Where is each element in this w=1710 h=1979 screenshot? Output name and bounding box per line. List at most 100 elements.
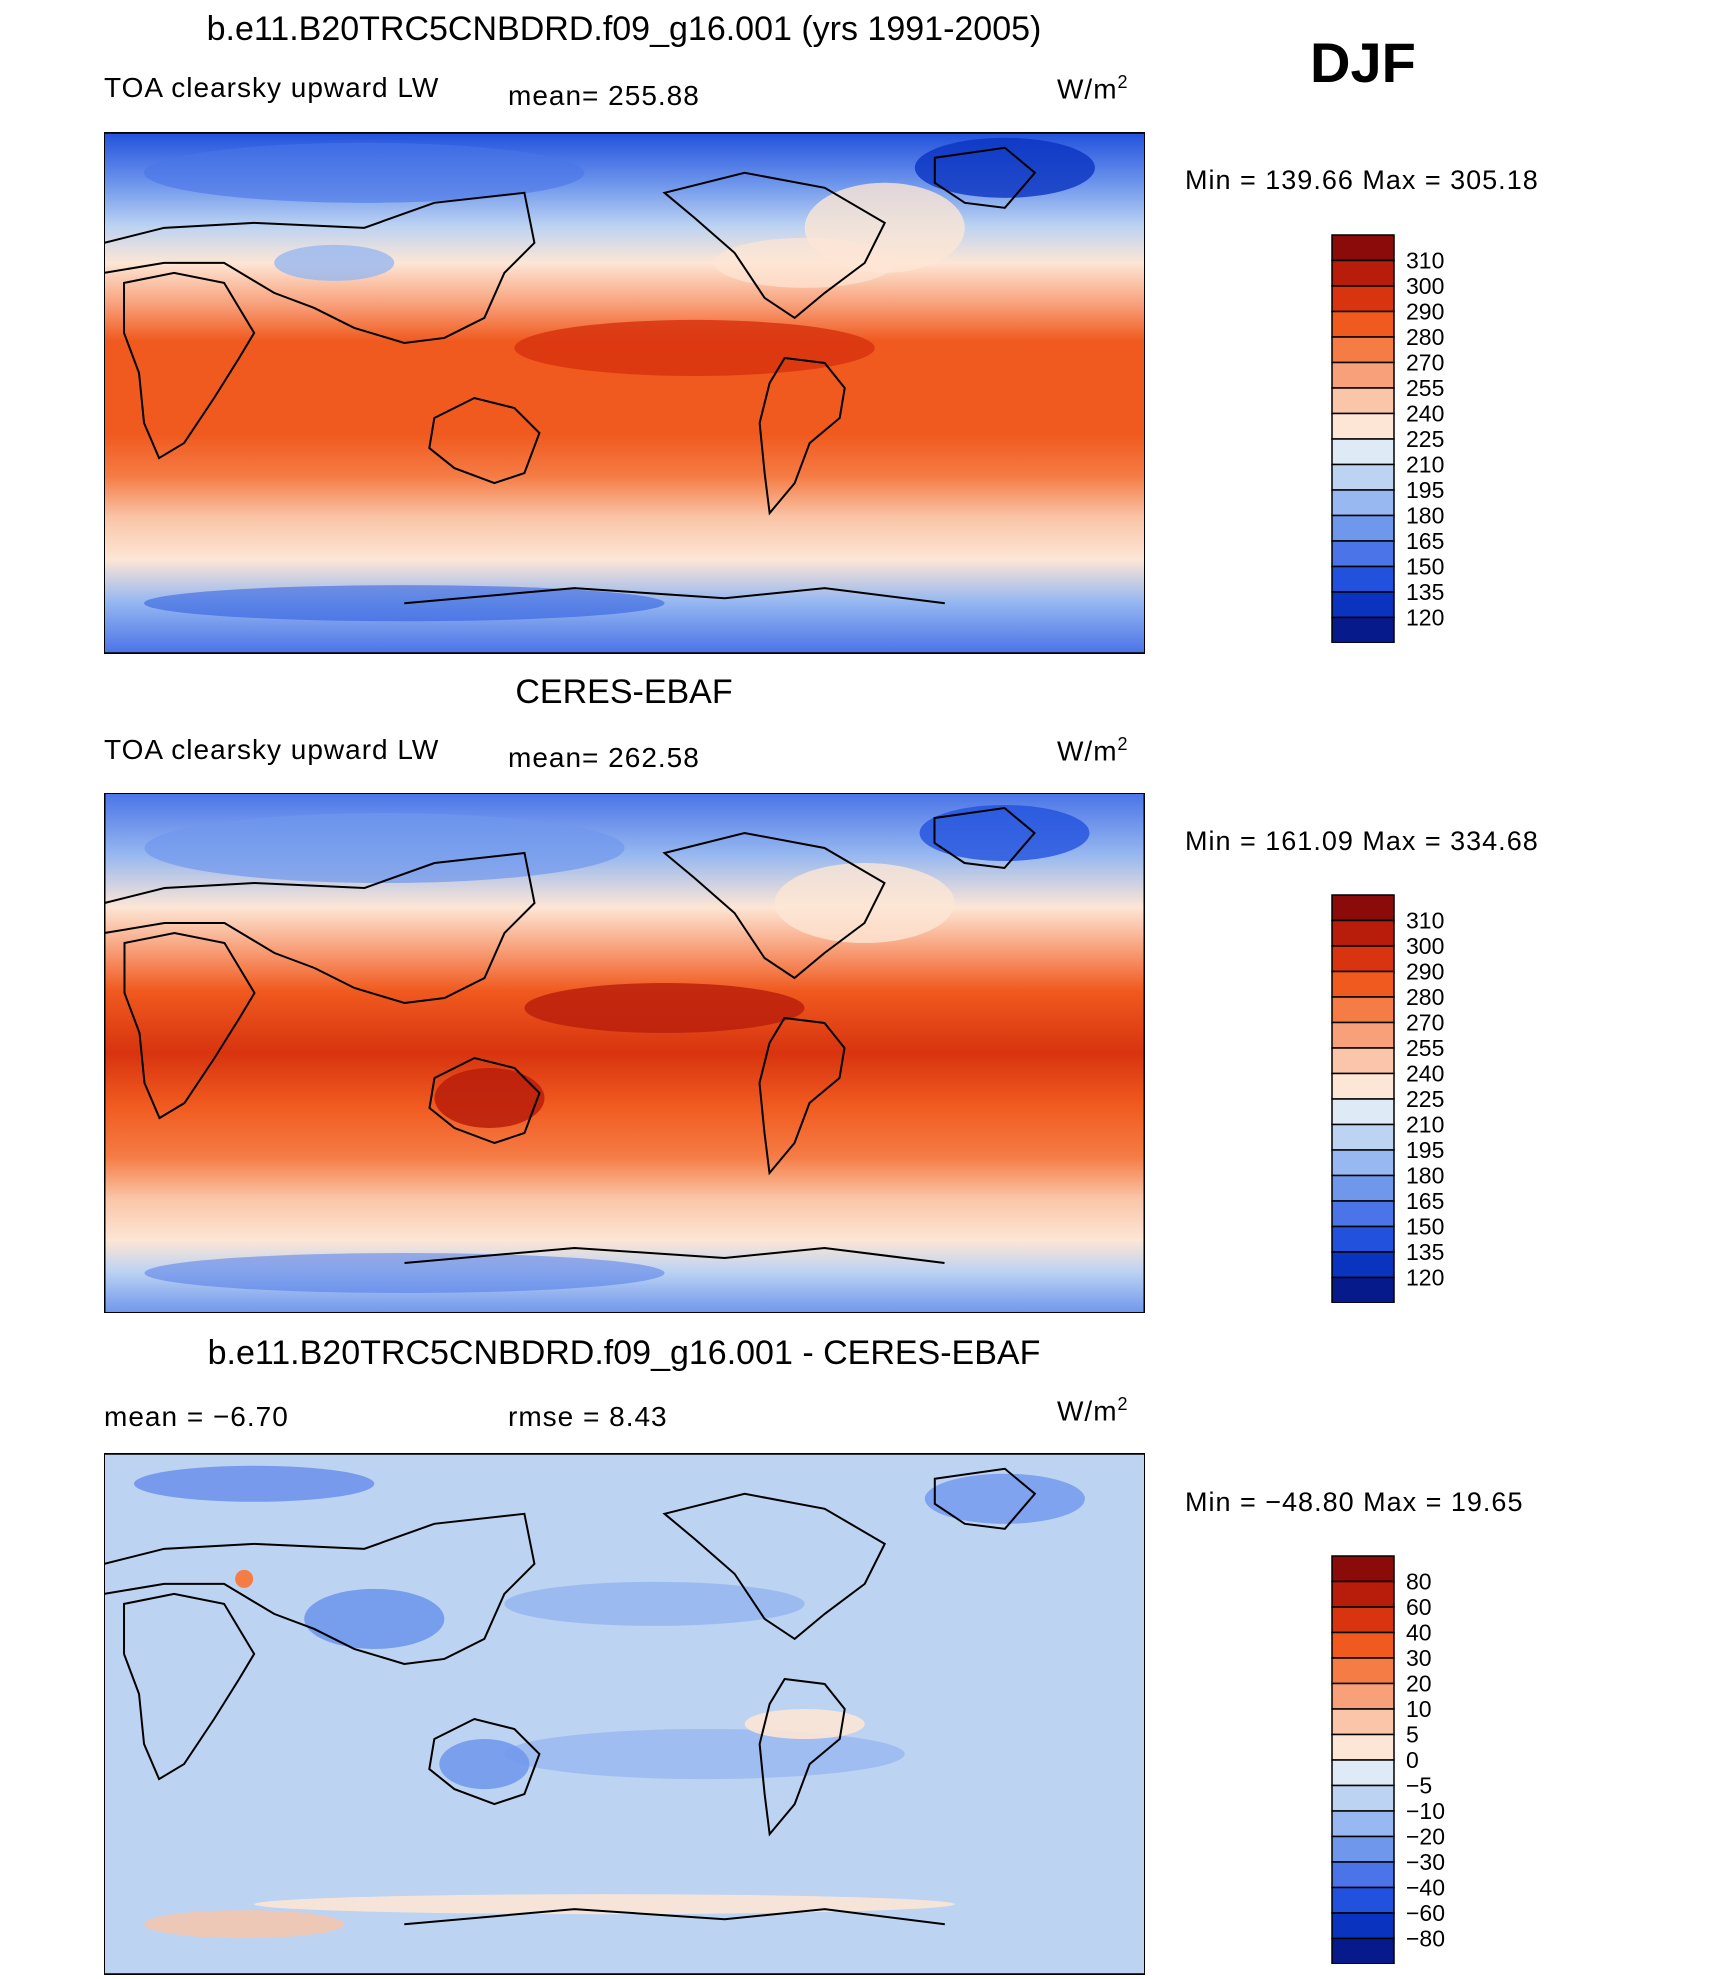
colorbar-tick-label: 0 bbox=[1406, 1747, 1419, 1773]
colorbar-tick-label: 5 bbox=[1406, 1722, 1419, 1748]
colorbar-swatch bbox=[1331, 1912, 1395, 1940]
colorbar-swatch bbox=[1331, 514, 1395, 542]
colorbar-swatch bbox=[1331, 361, 1395, 389]
colorbar-tick-label: 210 bbox=[1406, 452, 1444, 478]
panel-3-title: b.e11.B20TRC5CNBDRD.f09_g16.001 - CERES-… bbox=[207, 1334, 1041, 1372]
colorbar-tick-label: 165 bbox=[1406, 1188, 1444, 1214]
colorbar-swatch bbox=[1331, 1098, 1395, 1126]
panel-1-colorbar: 310 300 290 280 270 255 240 225 210 195 180 165 150 1… bbox=[1330, 233, 1460, 648]
colorbar-tick-label: 195 bbox=[1406, 477, 1444, 503]
colorbar-tick-label: 180 bbox=[1406, 503, 1444, 529]
colorbar-swatch bbox=[1331, 1251, 1395, 1279]
panel-1-mean: mean= 255.88 bbox=[508, 80, 700, 111]
colorbar-tick-label: 240 bbox=[1406, 401, 1444, 427]
colorbar-tick-label: 135 bbox=[1406, 1239, 1444, 1265]
colorbar-swatch bbox=[1331, 1606, 1395, 1634]
colorbar-tick-label: 165 bbox=[1406, 528, 1444, 554]
colorbar-tick-label: 280 bbox=[1406, 324, 1444, 350]
colorbar-tick-label: 290 bbox=[1406, 299, 1444, 325]
colorbar-tick-label: 300 bbox=[1406, 933, 1444, 959]
panel-3-units: W/m2 bbox=[1057, 1394, 1129, 1427]
colorbar-tick-label: 210 bbox=[1406, 1112, 1444, 1138]
colorbar-swatch bbox=[1331, 1682, 1395, 1710]
colorbar-tick-label: −30 bbox=[1406, 1849, 1445, 1875]
panel-2-map bbox=[104, 793, 1145, 1313]
colorbar-tick-label: −80 bbox=[1406, 1926, 1445, 1952]
colorbar-swatch bbox=[1331, 1631, 1395, 1659]
colorbar-swatch bbox=[1331, 1580, 1395, 1608]
colorbar-swatch bbox=[1331, 1810, 1395, 1838]
colorbar-swatch bbox=[1331, 1047, 1395, 1075]
colorbar-tick-label: 30 bbox=[1406, 1645, 1432, 1671]
colorbar-tick-label: −10 bbox=[1406, 1798, 1445, 1824]
colorbar-swatch bbox=[1331, 1937, 1395, 1965]
panel-3-colorbar: 80 60 40 30 20 10 5 0 −5 −10 −20 −30 −40 −60 −80 bbox=[1330, 1554, 1460, 1969]
colorbar-swatch bbox=[1331, 489, 1395, 517]
colorbar-tick-label: 135 bbox=[1406, 579, 1444, 605]
panel-1-title: b.e11.B20TRC5CNBDRD.f09_g16.001 (yrs 199… bbox=[206, 10, 1042, 48]
colorbar-swatch bbox=[1331, 970, 1395, 998]
colorbar-tick-label: −5 bbox=[1406, 1773, 1432, 1799]
colorbar-swatch bbox=[1331, 1021, 1395, 1049]
colorbar-swatch bbox=[1331, 1072, 1395, 1100]
colorbar-swatch bbox=[1331, 591, 1395, 619]
colorbar-swatch bbox=[1331, 1784, 1395, 1812]
panel-2-colorbar: 310 300 290 280 270 255 240 225 210 195 180 165 150 1… bbox=[1330, 893, 1460, 1308]
colorbar-swatch bbox=[1331, 1886, 1395, 1914]
colorbar-tick-label: 240 bbox=[1406, 1061, 1444, 1087]
colorbar-swatch bbox=[1331, 565, 1395, 593]
colorbar-swatch bbox=[1331, 285, 1395, 313]
colorbar-swatch bbox=[1331, 259, 1395, 287]
colorbar-swatch bbox=[1331, 1861, 1395, 1889]
season-label: DJF bbox=[1310, 31, 1416, 94]
colorbar-tick-label: 150 bbox=[1406, 1214, 1444, 1240]
colorbar-swatch bbox=[1331, 1200, 1395, 1228]
colorbar-tick-label: −40 bbox=[1406, 1875, 1445, 1901]
colorbar-swatch bbox=[1331, 1657, 1395, 1685]
panel-2-units: W/m2 bbox=[1057, 734, 1129, 767]
colorbar-tick-label: 255 bbox=[1406, 375, 1444, 401]
panel-3-rmse: rmse = 8.43 bbox=[508, 1401, 668, 1432]
panel-2-minmax: Min = 161.09 Max = 334.68 bbox=[1185, 826, 1539, 856]
colorbar-tick-label: 300 bbox=[1406, 273, 1444, 299]
colorbar-swatch bbox=[1331, 234, 1395, 262]
panel-1-units: W/m2 bbox=[1057, 72, 1129, 105]
colorbar-swatch bbox=[1331, 1835, 1395, 1863]
panel-2-mean: mean= 262.58 bbox=[508, 742, 700, 773]
colorbar-swatch bbox=[1331, 1149, 1395, 1177]
colorbar-tick-label: 280 bbox=[1406, 984, 1444, 1010]
colorbar-swatch bbox=[1331, 1708, 1395, 1736]
colorbar-swatch bbox=[1331, 996, 1395, 1024]
colorbar-swatch bbox=[1331, 1123, 1395, 1151]
colorbar-swatch bbox=[1331, 1759, 1395, 1787]
panel-1-minmax: Min = 139.66 Max = 305.18 bbox=[1185, 165, 1539, 195]
colorbar-swatch bbox=[1331, 438, 1395, 466]
colorbar-tick-label: 120 bbox=[1406, 605, 1444, 631]
colorbar-swatch bbox=[1331, 412, 1395, 440]
colorbar-tick-label: 150 bbox=[1406, 554, 1444, 580]
colorbar-swatch bbox=[1331, 1733, 1395, 1761]
colorbar-swatch bbox=[1331, 540, 1395, 568]
colorbar-tick-label: −20 bbox=[1406, 1824, 1445, 1850]
colorbar-tick-label: 20 bbox=[1406, 1671, 1432, 1697]
colorbar-swatch bbox=[1331, 919, 1395, 947]
colorbar-swatch bbox=[1331, 616, 1395, 644]
panel-2-title: CERES-EBAF bbox=[515, 673, 733, 711]
panel-3-map bbox=[104, 1453, 1145, 1975]
colorbar-tick-label: 290 bbox=[1406, 959, 1444, 985]
colorbar-tick-label: 10 bbox=[1406, 1696, 1432, 1722]
panel-1-field-label: TOA clearsky upward LW bbox=[104, 72, 440, 103]
colorbar-swatch bbox=[1331, 945, 1395, 973]
colorbar-swatch bbox=[1331, 1555, 1395, 1583]
panel-3-minmax: Min = −48.80 Max = 19.65 bbox=[1185, 1487, 1524, 1517]
colorbar-swatch bbox=[1331, 387, 1395, 415]
colorbar-tick-label: 270 bbox=[1406, 350, 1444, 376]
colorbar-tick-label: 80 bbox=[1406, 1569, 1432, 1595]
colorbar-swatch bbox=[1331, 1174, 1395, 1202]
colorbar-tick-label: 255 bbox=[1406, 1035, 1444, 1061]
colorbar-tick-label: 120 bbox=[1406, 1265, 1444, 1291]
panel-3-mean: mean = −6.70 bbox=[104, 1401, 289, 1432]
colorbar-tick-label: 40 bbox=[1406, 1620, 1432, 1646]
colorbar-swatch bbox=[1331, 336, 1395, 364]
colorbar-tick-label: 310 bbox=[1406, 908, 1444, 934]
